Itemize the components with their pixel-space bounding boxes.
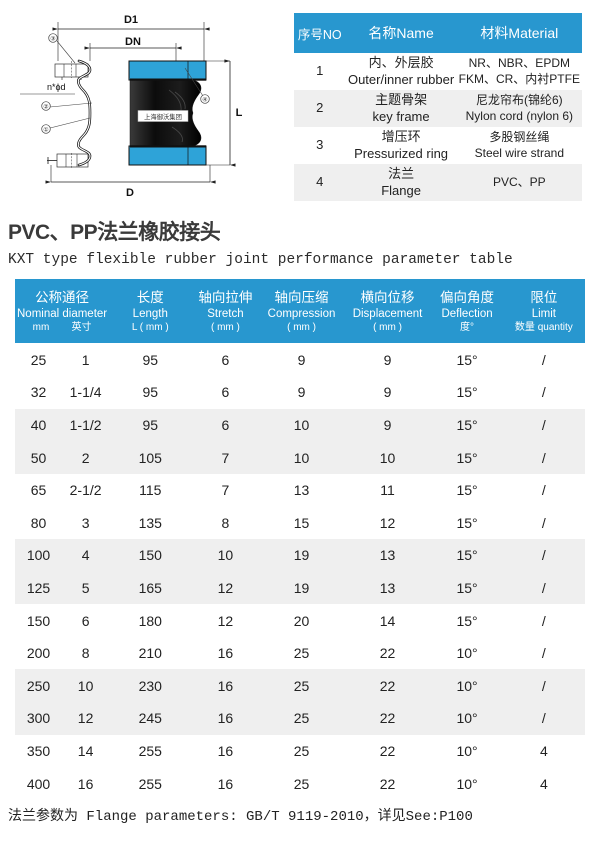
- svg-text:D: D: [126, 187, 134, 199]
- svg-text:n*ϕd: n*ϕd: [47, 82, 66, 92]
- svg-text:上海御沃集团: 上海御沃集团: [144, 112, 182, 121]
- svg-text:②: ②: [43, 104, 48, 111]
- svg-text:L: L: [236, 107, 243, 119]
- svg-text:DN: DN: [125, 36, 141, 48]
- svg-text:③: ③: [50, 36, 55, 43]
- svg-text:D1: D1: [124, 14, 138, 26]
- svg-text:①: ①: [43, 127, 48, 134]
- svg-text:④: ④: [202, 97, 207, 104]
